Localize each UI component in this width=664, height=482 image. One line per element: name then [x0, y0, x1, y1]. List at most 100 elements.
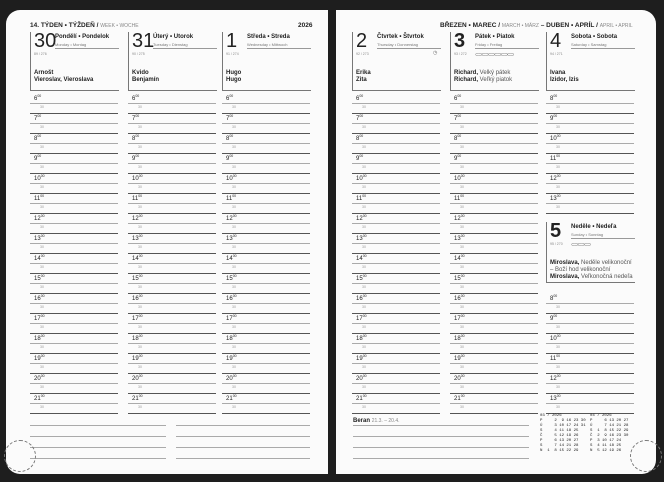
- time-slot: 2000 30: [128, 374, 216, 394]
- slot-line: [30, 113, 118, 114]
- time-slot: 1000 30: [352, 174, 440, 194]
- slot-line: [546, 413, 634, 414]
- slot-line: [30, 333, 118, 334]
- minutes: 00: [232, 334, 237, 338]
- slot-line: [352, 153, 440, 154]
- hour: 15: [356, 276, 363, 282]
- slot-line: [352, 113, 440, 114]
- minutes: 00: [362, 274, 367, 278]
- half-hour-label: 30: [362, 305, 366, 309]
- hour-line: [450, 403, 538, 404]
- time-slot: 1300 30: [546, 194, 634, 214]
- half-hour-label: 30: [40, 285, 44, 289]
- name-days: Erika Zita: [356, 70, 371, 84]
- name-note: Veľký piatok: [478, 77, 513, 83]
- day-number: 5: [550, 220, 562, 242]
- hour-label: 1500: [226, 274, 237, 282]
- hour-label: 1900: [132, 354, 143, 362]
- day-divider: [475, 48, 539, 49]
- minutes: 00: [138, 394, 143, 398]
- half-hour-label: 30: [556, 145, 560, 149]
- hour-label: 1400: [454, 254, 465, 262]
- day-number: 30: [34, 30, 57, 52]
- slot-line: [352, 173, 440, 174]
- month-sep: –: [538, 22, 547, 29]
- day-name-sub: Wednesday • Mittwoch: [247, 42, 288, 47]
- hour-line: [128, 283, 216, 284]
- hour-line: [222, 103, 310, 104]
- half-hour-label: 30: [232, 345, 236, 349]
- calendar-row: P 2 9 16 23 30: [540, 419, 586, 423]
- slot-line: [352, 273, 440, 274]
- hour: 11: [34, 196, 41, 202]
- slot-line: [128, 173, 216, 174]
- slot-line: [546, 333, 634, 334]
- hour: 10: [356, 176, 363, 182]
- minutes: 00: [229, 134, 234, 138]
- hour-line: [30, 203, 118, 204]
- minutes: 00: [362, 254, 367, 258]
- time-slot: 2100 30: [450, 394, 538, 414]
- time-slot: 1400 30: [352, 254, 440, 274]
- half-hour-label: 30: [40, 305, 44, 309]
- hour-label: 1000: [454, 174, 465, 182]
- slot-line: [30, 193, 118, 194]
- hour-label: 1000: [132, 174, 143, 182]
- slot-line: [30, 293, 118, 294]
- hour-label: 1100: [34, 194, 44, 202]
- minutes: 00: [37, 154, 42, 158]
- slot-line: [128, 213, 216, 214]
- slot-line: [222, 413, 310, 414]
- half-hour-label: 30: [460, 225, 464, 229]
- time-slot: 2100 30: [128, 394, 216, 414]
- hour-label: 1700: [132, 314, 143, 322]
- hour: 7: [226, 116, 230, 122]
- day-count: 90 / 275: [132, 52, 145, 56]
- half-hour-label: 30: [460, 385, 464, 389]
- time-slot: 900 30: [546, 314, 634, 334]
- time-slot: 1700 30: [30, 314, 118, 334]
- name-note: Veľkonočná nedeľa: [579, 274, 633, 280]
- hour: 9: [132, 156, 136, 162]
- minutes: 00: [40, 234, 45, 238]
- hour: 7: [356, 116, 360, 122]
- half-hour-label: 30: [232, 365, 236, 369]
- day-name: Středa • Streda: [247, 34, 290, 40]
- slot-line: [30, 153, 118, 154]
- half-hour-label: 30: [138, 105, 142, 109]
- hour: 9: [226, 156, 230, 162]
- hour-label: 800: [454, 134, 461, 142]
- slot-line: [352, 393, 440, 394]
- name-days: Kvido Benjamín: [132, 70, 159, 84]
- hour: 6: [454, 96, 458, 102]
- corner-mark: [630, 440, 662, 472]
- hour: 6: [132, 96, 136, 102]
- minutes: 00: [556, 334, 561, 338]
- slot-line: [30, 173, 118, 174]
- half-hour-label: 30: [40, 165, 44, 169]
- minutes: 00: [37, 114, 42, 118]
- half-hour-label: 30: [40, 365, 44, 369]
- hour-label: 1100: [550, 354, 560, 362]
- moon-phase-icon: ⊂⊃⊂⊃⊂⊃⊂⊃⊂⊃⊂⊃: [475, 52, 514, 58]
- half-hour-label: 30: [40, 245, 44, 249]
- hour-label: 1500: [356, 274, 367, 282]
- time-slot: 1800 30: [352, 334, 440, 354]
- day-name-sub: Saturday • Samstag: [571, 42, 607, 47]
- time-slot: 1100 30: [222, 194, 310, 214]
- hour-line: [450, 123, 538, 124]
- hour: 11: [356, 196, 363, 202]
- slot-line: [352, 133, 440, 134]
- slot-line: [352, 233, 440, 234]
- minutes: 00: [359, 94, 364, 98]
- minutes: 00: [460, 314, 465, 318]
- minutes: 00: [460, 374, 465, 378]
- time-slot: 1000 30: [30, 174, 118, 194]
- minutes: 00: [460, 234, 465, 238]
- minutes: 00: [37, 94, 42, 98]
- day-count: 93 / 272: [454, 52, 467, 56]
- hour-line: [450, 223, 538, 224]
- slot-line: [450, 153, 538, 154]
- name: Erika: [356, 70, 371, 76]
- half-hour-label: 30: [362, 145, 366, 149]
